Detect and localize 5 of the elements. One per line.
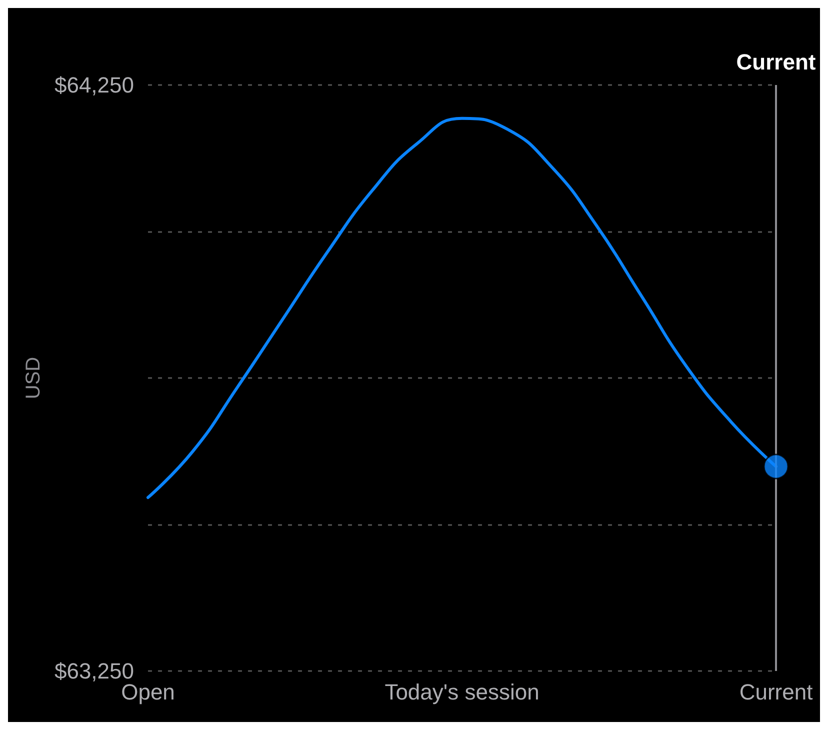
x-tick-label: Today's session	[384, 680, 540, 704]
ref-line-label: Current	[736, 50, 816, 74]
y-axis-title: USD	[22, 356, 45, 400]
y-tick-label: $64,250	[54, 72, 134, 98]
x-tick-label: Current	[739, 680, 813, 704]
